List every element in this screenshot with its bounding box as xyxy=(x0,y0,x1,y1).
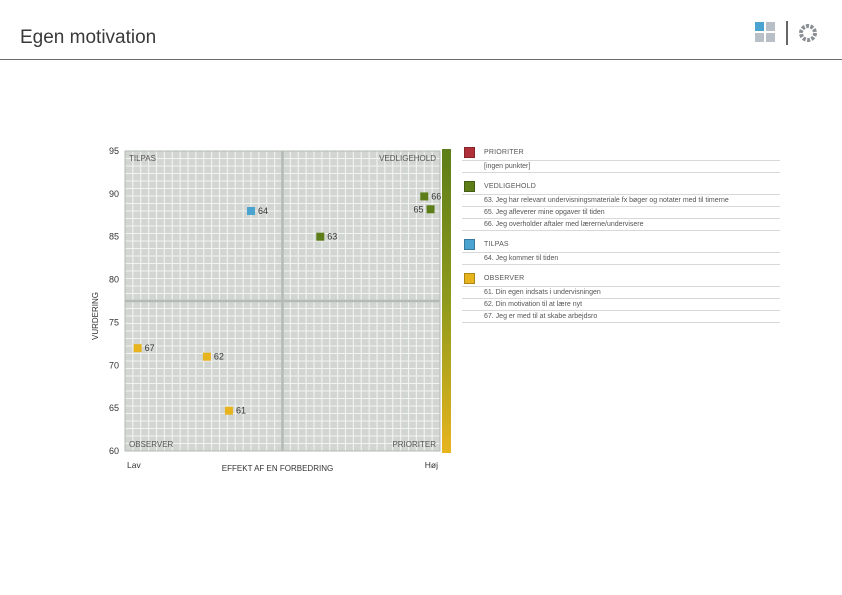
legend-swatch-vedligehold xyxy=(464,181,475,192)
logo-ring xyxy=(799,24,817,42)
page-header: Egen motivation xyxy=(0,0,842,60)
legend-header: VEDLIGEHOLD xyxy=(462,179,780,195)
legend-group-tilpas: TILPAS 64. Jeg kommer til tiden xyxy=(462,237,780,265)
y-axis-label: VURDERING xyxy=(91,292,100,340)
y-tick-label: 70 xyxy=(109,360,119,370)
quadrant-label-vedligehold: VEDLIGEHOLD xyxy=(379,154,436,163)
data-label-62: 62 xyxy=(214,352,224,362)
logo-divider xyxy=(786,21,788,45)
legend-name: PRIORITER xyxy=(484,149,524,156)
data-label-64: 64 xyxy=(258,206,268,216)
page-title: Egen motivation xyxy=(20,27,157,48)
x-tick-label-high: Høj xyxy=(425,460,438,470)
quadrant-label-tilpas: TILPAS xyxy=(129,154,156,163)
legend-item: 64. Jeg kommer til tiden xyxy=(462,253,780,265)
data-point-62 xyxy=(202,352,211,361)
legend-item: 65. Jeg afleverer mine opgaver til tiden xyxy=(462,207,780,219)
logo-square-1 xyxy=(755,22,764,31)
legend-item: 67. Jeg er med til at skabe arbejdsro xyxy=(462,311,780,323)
y-tick-label: 80 xyxy=(109,275,119,285)
legend-name: VEDLIGEHOLD xyxy=(484,183,536,190)
legend-header: OBSERVER xyxy=(462,271,780,287)
legend-item: 63. Jeg har relevant undervisningsmateri… xyxy=(462,195,780,207)
gradient-scale-bar xyxy=(442,149,451,453)
data-label-67: 67 xyxy=(145,343,155,353)
legend-swatch-tilpas xyxy=(464,239,475,250)
x-tick-label-low: Lav xyxy=(127,460,141,470)
quadrant-label-observer: OBSERVER xyxy=(129,440,174,449)
chart-area: 60 65 70 75 80 85 90 95 VURDERING Lav Høj EFFEKT AF… xyxy=(80,140,460,480)
legend-header: TILPAS xyxy=(462,237,780,253)
y-tick-label: 85 xyxy=(109,232,119,242)
legend-group-observer: OBSERVER 61. Din egen indsats i undervisn… xyxy=(462,271,780,323)
logo-square-2 xyxy=(766,22,775,31)
scatter-chart: 60 65 70 75 80 85 90 95 VURDERING Lav Høj EFFEKT AF… xyxy=(91,146,451,473)
data-label-66: 66 xyxy=(431,191,441,201)
y-tick-label: 60 xyxy=(109,446,119,456)
data-label-65: 65 xyxy=(414,204,424,214)
data-point-61 xyxy=(224,406,233,415)
data-point-64 xyxy=(247,207,255,215)
y-tick-label: 65 xyxy=(109,403,119,413)
data-label-61: 61 xyxy=(236,406,246,416)
x-axis-label: EFFEKT AF EN FORBEDRING xyxy=(222,464,333,473)
legend-group-prioriter: PRIORITER [ingen punkter] xyxy=(462,145,780,173)
data-label-63: 63 xyxy=(327,232,337,242)
legend-swatch-prioriter xyxy=(464,147,475,158)
data-point-65 xyxy=(426,205,435,214)
legend-item: [ingen punkter] xyxy=(462,161,780,173)
legend-panel: PRIORITER [ingen punkter] VEDLIGEHOLD 63. J… xyxy=(462,145,780,329)
legend-item: 62. Din motivation til at lære nyt xyxy=(462,299,780,311)
data-point-67 xyxy=(133,344,142,353)
data-point-66 xyxy=(420,192,429,201)
y-tick-label: 75 xyxy=(109,317,119,327)
legend-swatch-observer xyxy=(464,273,475,284)
logo-square-3 xyxy=(755,33,764,42)
logo-square-4 xyxy=(766,33,775,42)
legend-name: OBSERVER xyxy=(484,275,525,282)
y-tick-label: 90 xyxy=(109,189,119,199)
legend-header: PRIORITER xyxy=(462,145,780,161)
legend-group-vedligehold: VEDLIGEHOLD 63. Jeg har relevant undervis… xyxy=(462,179,780,231)
data-point-63 xyxy=(316,232,325,241)
y-tick-label: 95 xyxy=(109,146,119,156)
legend-item: 61. Din egen indsats i undervisningen xyxy=(462,287,780,299)
brand-logo xyxy=(755,21,817,45)
legend-name: TILPAS xyxy=(484,241,509,248)
quadrant-label-prioriter: PRIORITER xyxy=(392,440,436,449)
legend-item: 66. Jeg overholder aftaler med lærerne/u… xyxy=(462,219,780,231)
plot-border xyxy=(124,150,441,452)
